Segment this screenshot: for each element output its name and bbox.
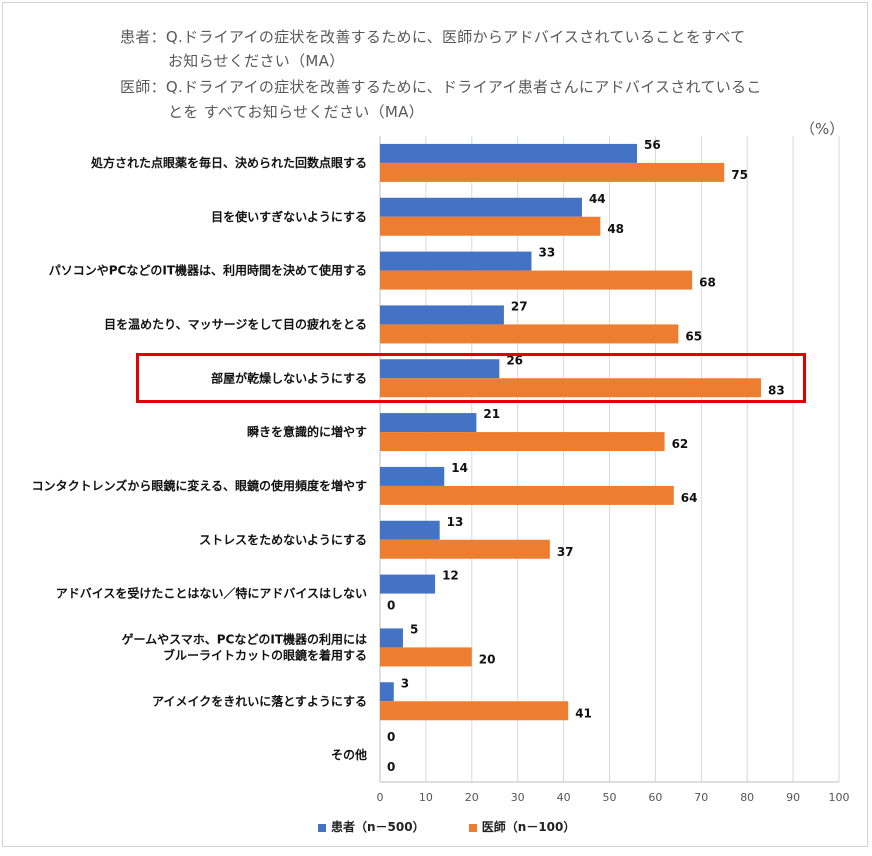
x-tick-label: 60 bbox=[648, 791, 662, 804]
category-label: ゲームやスマホ、PCなどのIT機器の利用には bbox=[121, 631, 367, 646]
data-label-doctor: 20 bbox=[479, 652, 496, 666]
category-label: 目を使いすぎないようにする bbox=[211, 209, 367, 224]
bar-doctor bbox=[380, 539, 550, 559]
x-tick-label: 70 bbox=[694, 791, 708, 804]
category-label: 部屋が乾燥しないようにする bbox=[211, 370, 367, 385]
bar-doctor bbox=[380, 162, 725, 182]
category-label: アドバイスを受けたことはない／特にアドバイスはしない bbox=[56, 586, 367, 601]
category-label: 目を温めたり、マッサージをして目の疲れをとる bbox=[104, 316, 367, 331]
bar-patient bbox=[380, 574, 436, 594]
patient-question-line1: 患者：Q.ドライアイの症状を改善するために、医師からアドバイスされていることをす… bbox=[120, 28, 746, 46]
category-label: パソコンやPCなどのIT機器は、利用時間を決めて使用する bbox=[49, 263, 367, 278]
data-label-patient: 5 bbox=[410, 622, 418, 636]
bar-patient bbox=[380, 143, 638, 163]
bar-patient bbox=[380, 466, 445, 486]
data-label-patient: 56 bbox=[644, 138, 661, 152]
data-label-patient: 0 bbox=[387, 730, 395, 744]
legend-label-patient: 患者（n－500） bbox=[331, 820, 425, 834]
category-label: その他 bbox=[331, 747, 367, 762]
patient-question-line2: お知らせください（MA） bbox=[168, 52, 345, 70]
data-label-doctor: 37 bbox=[557, 545, 574, 559]
bar-doctor bbox=[380, 216, 601, 236]
x-tick-label: 30 bbox=[511, 791, 525, 804]
x-tick-label: 40 bbox=[557, 791, 571, 804]
bar-patient bbox=[380, 251, 532, 271]
data-label-doctor: 75 bbox=[731, 168, 748, 182]
data-label-doctor: 64 bbox=[681, 491, 698, 505]
legend-swatch-doctor bbox=[468, 823, 477, 832]
x-tick-label: 10 bbox=[419, 791, 433, 804]
data-label-doctor: 65 bbox=[685, 329, 702, 343]
x-tick-label: 0 bbox=[377, 791, 384, 804]
bar-patient bbox=[380, 359, 500, 379]
category-label: 処方された点眼薬を毎日、決められた回数点眼する bbox=[90, 155, 367, 170]
legend-swatch-patient bbox=[318, 823, 326, 832]
bar-patient bbox=[380, 682, 394, 702]
bar-patient bbox=[380, 520, 440, 540]
bar-patient bbox=[380, 628, 403, 648]
data-label-patient: 26 bbox=[506, 353, 523, 367]
data-label-doctor: 68 bbox=[699, 276, 716, 290]
data-label-doctor: 0 bbox=[387, 760, 395, 774]
doctor-question-line2: とを すべてお知らせください（MA） bbox=[168, 103, 424, 121]
data-label-doctor: 62 bbox=[672, 437, 689, 451]
legend-label-doctor: 医師（n－100） bbox=[481, 820, 576, 834]
data-label-doctor: 83 bbox=[768, 383, 785, 397]
data-label-doctor: 0 bbox=[387, 599, 395, 613]
doctor-question-line1: 医師：Q.ドライアイの症状を改善するために、ドライアイ患者さんにアドバイスされて… bbox=[120, 78, 762, 96]
legend-item-patient: 患者（n－500） bbox=[318, 818, 425, 835]
data-label-doctor: 48 bbox=[607, 222, 624, 236]
category-label: 瞬きを意識的に増やす bbox=[247, 424, 367, 439]
bar-patient bbox=[380, 197, 582, 217]
bar-doctor bbox=[380, 378, 761, 398]
unit-label: （%） bbox=[800, 120, 845, 138]
data-label-doctor: 41 bbox=[575, 706, 592, 720]
x-tick-label: 80 bbox=[740, 791, 754, 804]
bar-doctor bbox=[380, 485, 674, 505]
data-label-patient: 13 bbox=[447, 515, 464, 529]
bar-patient bbox=[380, 305, 504, 325]
x-tick-label: 90 bbox=[786, 791, 800, 804]
bar-doctor bbox=[380, 647, 472, 667]
data-label-patient: 12 bbox=[442, 569, 459, 583]
data-label-patient: 27 bbox=[511, 299, 528, 313]
highlight-box bbox=[136, 353, 806, 403]
data-label-patient: 3 bbox=[401, 676, 409, 690]
bar-doctor bbox=[380, 270, 693, 290]
category-label: ストレスをためないようにする bbox=[199, 533, 367, 547]
legend: 患者（n－500） 医師（n－100） bbox=[318, 818, 615, 835]
category-label: コンタクトレンズから眼鏡に変える、眼鏡の使用頻度を増やす bbox=[32, 478, 367, 493]
category-label: アイメイクをきれいに落とすようにする bbox=[152, 693, 367, 708]
bar-doctor bbox=[380, 324, 679, 344]
bar-doctor bbox=[380, 432, 665, 452]
data-label-patient: 21 bbox=[483, 407, 500, 421]
legend-item-doctor: 医師（n－100） bbox=[468, 818, 576, 835]
data-label-patient: 44 bbox=[589, 192, 606, 206]
bar-doctor bbox=[380, 701, 569, 721]
x-tick-label: 20 bbox=[465, 791, 479, 804]
data-label-patient: 33 bbox=[538, 246, 555, 260]
bar-patient bbox=[380, 413, 477, 433]
category-label: ブルーライトカットの眼鏡を着用する bbox=[163, 647, 367, 662]
x-tick-label: 100 bbox=[829, 791, 850, 804]
x-tick-label: 50 bbox=[603, 791, 617, 804]
data-label-patient: 14 bbox=[451, 461, 468, 475]
